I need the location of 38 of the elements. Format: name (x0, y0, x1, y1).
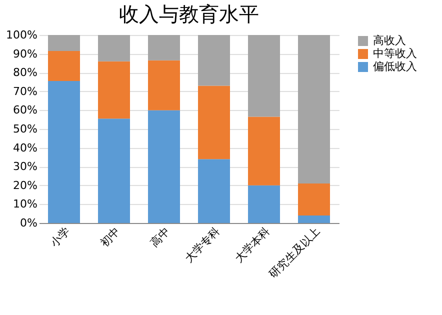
x-tick-label: 大学本科 (232, 224, 272, 266)
bar (148, 110, 180, 223)
bar (48, 50, 80, 82)
bar (98, 118, 130, 223)
legend-label: 中等收入 (373, 47, 417, 60)
legend-label: 偏低收入 (373, 60, 417, 73)
bar (148, 35, 180, 60)
y-tick-label: 40% (13, 141, 38, 154)
bar (48, 35, 80, 51)
bar (248, 35, 280, 117)
y-tick-label: 30% (13, 160, 38, 174)
bar (148, 60, 180, 110)
bar (298, 215, 330, 223)
bar (98, 61, 130, 119)
bar (298, 35, 330, 184)
y-tick-label: 0% (20, 216, 38, 230)
y-tick-label: 20% (13, 178, 38, 192)
y-tick-label: 10% (13, 198, 38, 211)
bar (198, 86, 230, 160)
legend-label: 高收入 (373, 34, 406, 47)
chart-title: 收入与教育水平 (119, 2, 259, 26)
x-tick-label: 初中 (98, 224, 122, 250)
y-tick-label: 90% (13, 47, 38, 60)
x-tick-label: 小学 (48, 224, 72, 250)
bar (198, 159, 230, 223)
y-tick-label: 50% (13, 122, 38, 136)
x-tick-label: 大学专科 (182, 224, 222, 266)
y-tick-label: 100% (6, 28, 38, 42)
y-tick-label: 70% (13, 84, 38, 98)
x-tick-label: 高中 (148, 224, 172, 250)
bar (48, 81, 80, 223)
y-tick-label: 60% (13, 104, 38, 117)
bar (298, 184, 330, 216)
bar (248, 185, 280, 223)
y-tick-label: 80% (13, 66, 38, 80)
bar (248, 116, 280, 186)
bar (198, 35, 230, 86)
bar (98, 35, 130, 62)
